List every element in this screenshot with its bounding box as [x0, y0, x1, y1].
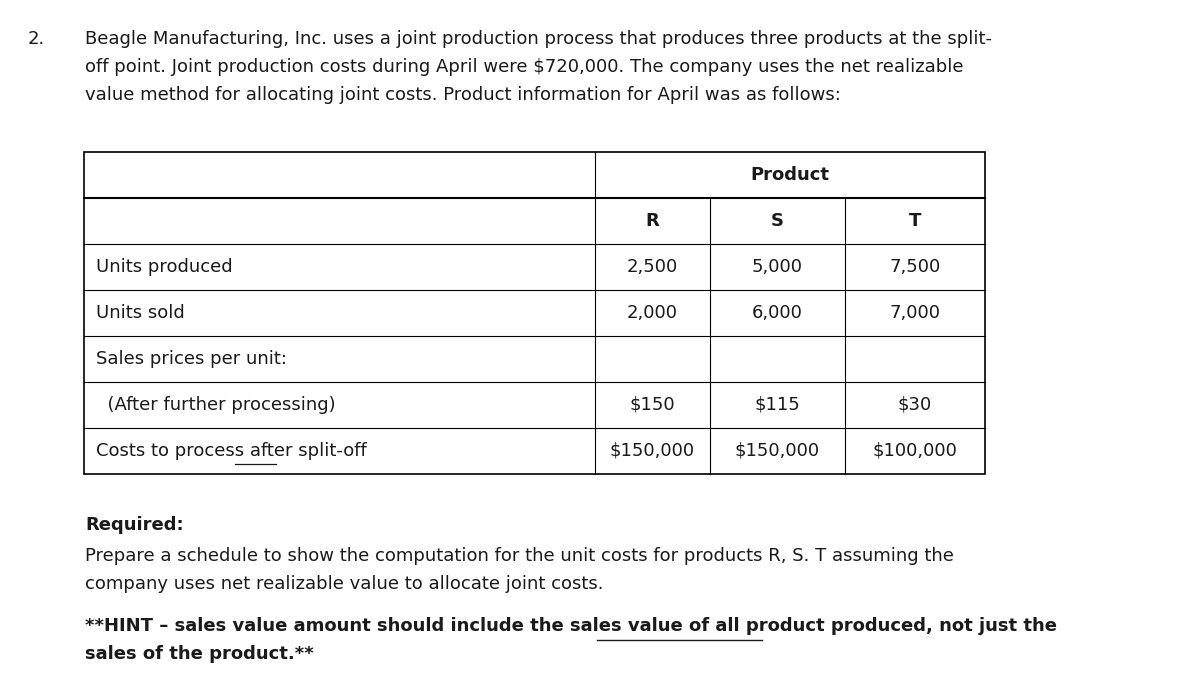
Text: sales of the product.**: sales of the product.**	[85, 645, 313, 663]
Text: 2,500: 2,500	[626, 258, 678, 276]
Text: 7,500: 7,500	[889, 258, 941, 276]
Text: off point. Joint production costs during April were $720,000. The company uses t: off point. Joint production costs during…	[85, 58, 964, 76]
Text: 6,000: 6,000	[752, 304, 803, 322]
Text: Costs to process after split-off: Costs to process after split-off	[96, 442, 367, 460]
Bar	[84, 152, 985, 474]
Text: $150,000: $150,000	[610, 442, 695, 460]
Text: company uses net realizable value to allocate joint costs.: company uses net realizable value to all…	[85, 575, 604, 593]
Text: Prepare a schedule to show the computation for the unit costs for products R, S.: Prepare a schedule to show the computati…	[85, 547, 954, 565]
Text: (After further processing): (After further processing)	[96, 396, 336, 414]
Text: Product: Product	[750, 166, 829, 184]
Text: Required:: Required:	[85, 516, 184, 534]
Text: **HINT – sales value amount should include the sales value of all product produc: **HINT – sales value amount should inclu…	[85, 616, 1057, 635]
Text: $30: $30	[898, 396, 932, 414]
Text: S: S	[772, 212, 784, 230]
Text: value method for allocating joint costs. Product information for April was as fo: value method for allocating joint costs.…	[85, 86, 841, 104]
Text: Units produced: Units produced	[96, 258, 233, 276]
Text: Units sold: Units sold	[96, 304, 185, 322]
Text: T: T	[908, 212, 922, 230]
Text: $115: $115	[755, 396, 800, 414]
Text: $100,000: $100,000	[872, 442, 958, 460]
Text: $150: $150	[630, 396, 676, 414]
Text: 2.: 2.	[28, 30, 46, 48]
Text: 5,000: 5,000	[752, 258, 803, 276]
Text: Sales prices per unit:: Sales prices per unit:	[96, 350, 287, 368]
Text: Beagle Manufacturing, Inc. uses a joint production process that produces three p: Beagle Manufacturing, Inc. uses a joint …	[85, 30, 992, 48]
Text: R: R	[646, 212, 659, 230]
Text: 7,000: 7,000	[889, 304, 941, 322]
Text: 2,000: 2,000	[628, 304, 678, 322]
Text: $150,000: $150,000	[734, 442, 820, 460]
